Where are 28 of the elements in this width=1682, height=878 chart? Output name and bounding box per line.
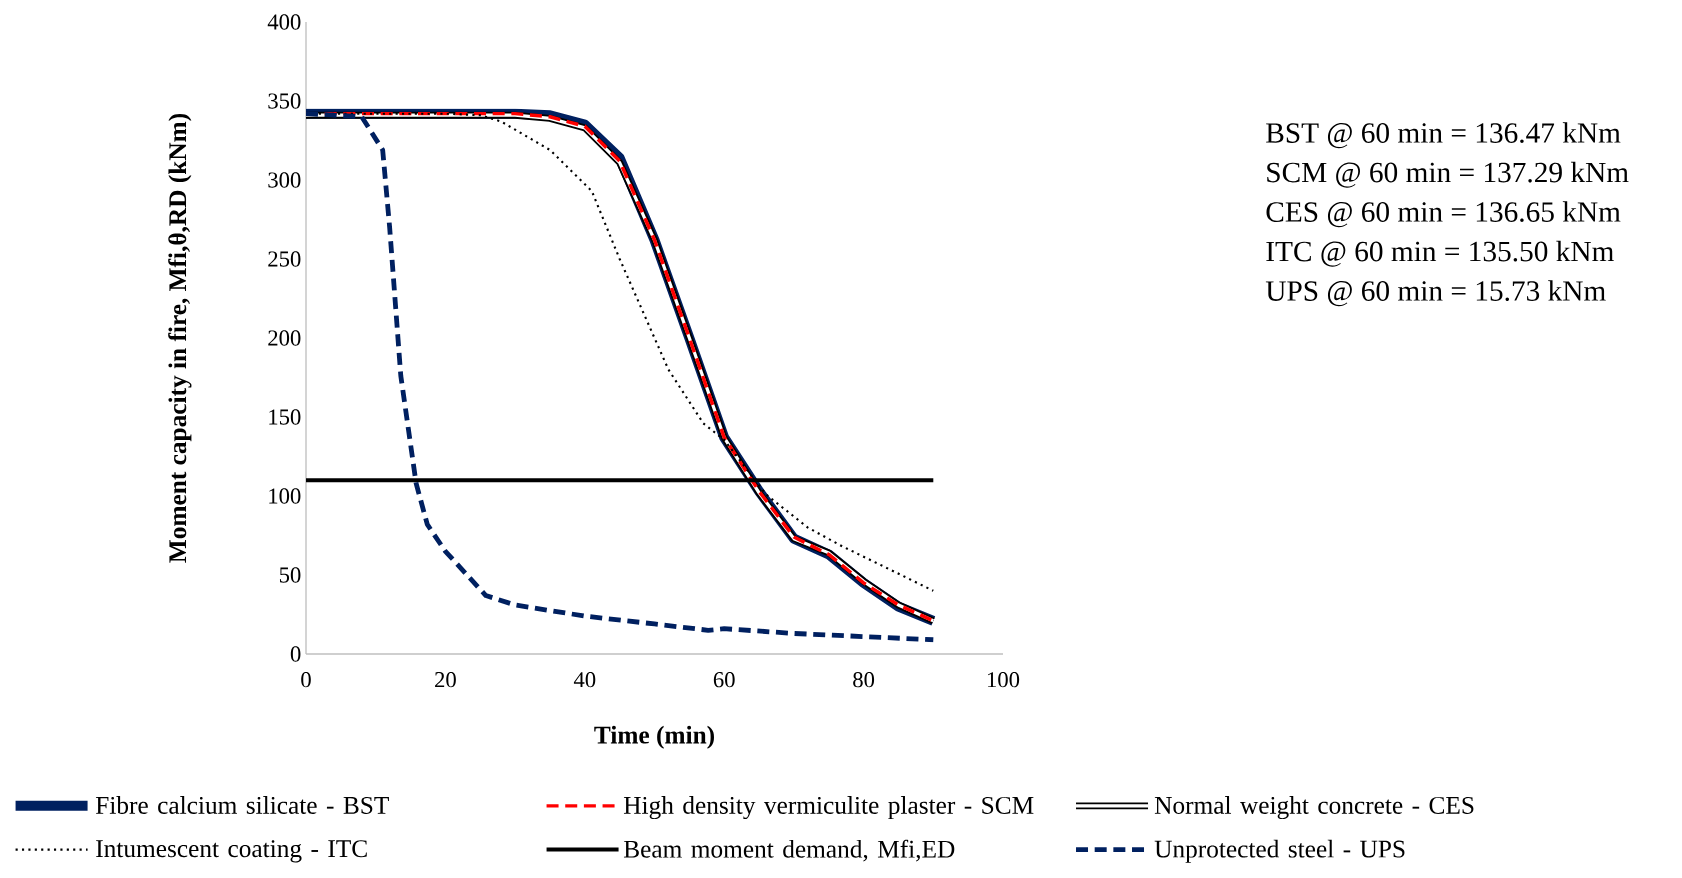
- legend-label: Beam moment demand, Mfi,ED: [623, 839, 955, 862]
- y-tick-label: 150: [269, 409, 301, 425]
- legend-label: Unprotected steel - UPS: [1154, 839, 1405, 863]
- legend-label: Normal weight concrete - CES: [1154, 796, 1474, 820]
- y-tick-label: 250: [268, 251, 301, 267]
- x-tick-label: 0: [301, 672, 311, 688]
- legend-label: Fibre calcium silicate - BST: [95, 796, 389, 814]
- legend-label: High density vermiculite plaster - SCM: [623, 796, 1034, 820]
- text: SCM @ 60 min = 137.29 kNm: [1267, 161, 1629, 188]
- text: ITC @ 60 min = 135.50 kNm: [1266, 240, 1614, 267]
- x-axis-title: Time (min): [594, 725, 714, 749]
- y-tick-label: 200: [268, 330, 301, 346]
- y-tick-label: 400: [267, 14, 301, 30]
- legend-label: Intumescent coating - ITC: [96, 840, 367, 863]
- y-tick-label: 50: [279, 567, 301, 583]
- x-tick-label: 40: [573, 672, 596, 688]
- x-tick-label: 20: [435, 672, 456, 688]
- text: UPS @ 60 min = 15.73 kNm: [1265, 280, 1606, 307]
- y-tick-label: 0: [290, 646, 301, 662]
- x-tick-label: 80: [853, 672, 875, 688]
- y-tick-label: 100: [269, 488, 301, 504]
- y-tick-label: 300: [268, 172, 301, 188]
- y-tick-label: 350: [268, 93, 301, 109]
- x-tick-label: 100: [987, 672, 1020, 688]
- text: BST @ 60 min = 136.47 kNm: [1266, 122, 1621, 149]
- y-axis-title: Moment capacity in fire, Mfi,θ,RD (kNm): [168, 113, 192, 563]
- text: CES @ 60 min = 136.65 kNm: [1266, 201, 1621, 228]
- x-tick-label: 60: [713, 672, 735, 688]
